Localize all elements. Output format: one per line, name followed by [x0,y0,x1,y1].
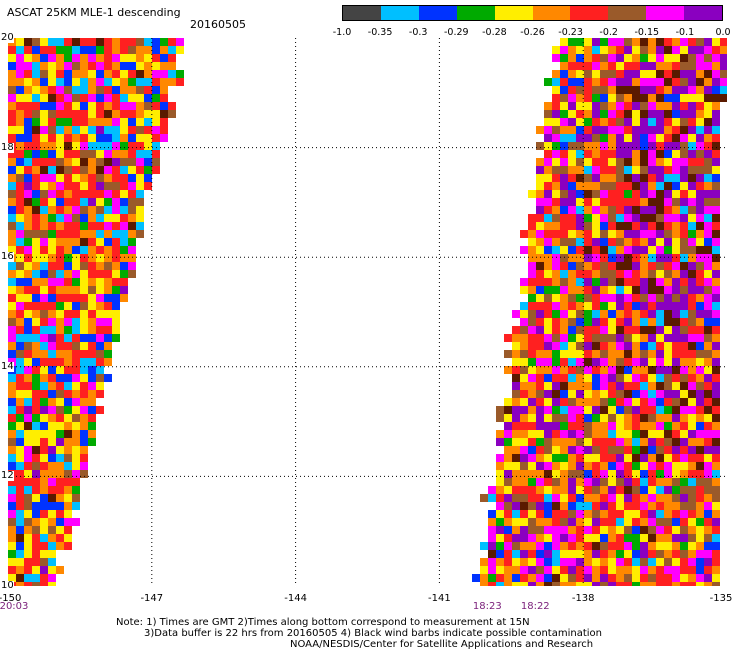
legend-tick-label: -0.35 [367,27,393,38]
legend-swatch [646,6,685,20]
latitude-label: 20 [1,32,14,43]
map-area [8,38,727,586]
legend-tick-label: -0.28 [482,27,507,38]
legend-tick-label: -0.15 [634,27,660,38]
latitude-label: 10 [1,580,14,591]
legend-swatch [608,6,647,20]
longitude-label: -150 [0,593,22,604]
latitude-label: 18 [1,141,14,153]
longitude-label: -144 [284,593,307,604]
legend-swatch [380,6,419,20]
legend-tick-label: -0.23 [558,27,583,38]
longitude-label: -135 [709,593,733,604]
legend-swatch [532,6,571,20]
swath-map [8,38,727,586]
legend-tick-label: 0.0 [715,27,731,38]
longitude-label: -147 [140,593,164,604]
legend-tick-label: -0.29 [444,27,469,38]
latitude-label: 14 [1,360,14,372]
legend-tick-label: -0.1 [675,27,695,38]
legend-swatch [684,6,723,20]
legend-tick-label: -0.2 [599,27,618,38]
legend-tick-label: -0.26 [520,27,545,38]
map-date: 20160505 [190,18,246,31]
legend-tick-label: -0.3 [408,27,428,38]
latitude-label: 12 [1,470,14,482]
note-line-2: 3)Data buffer is 22 hrs from 20160505 4)… [144,628,602,639]
legend-swatch [418,6,457,20]
legend-tick-label: -1.0 [332,27,352,38]
longitude-label: -141 [428,593,451,604]
pass-time-label: 20:03 [0,601,29,612]
pass-time-label: 18:22 [520,601,550,612]
color-legend-bar [342,5,723,21]
longitude-label: -138 [571,593,595,604]
map-title: ASCAT 25KM MLE-1 descending [7,6,181,19]
note-line-1: Note: 1) Times are GMT 2)Times along bot… [116,617,530,628]
latitude-label: 16 [1,251,14,263]
note-line-3: NOAA/NESDIS/Center for Satellite Applica… [290,639,594,650]
legend-swatch [570,6,609,20]
legend-swatch [343,6,381,20]
pass-time-label: 18:23 [472,601,502,612]
legend-swatch [494,6,533,20]
legend-swatch [456,6,495,20]
